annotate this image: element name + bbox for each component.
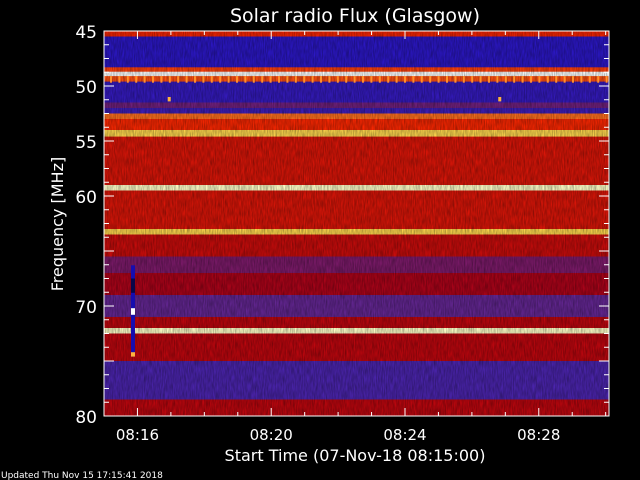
interference-tick bbox=[311, 76, 314, 83]
interference-tick bbox=[387, 76, 390, 83]
interference-tick bbox=[244, 76, 247, 83]
interference-tick bbox=[429, 76, 432, 83]
y-tick-label: 60 bbox=[75, 188, 97, 208]
interference-tick bbox=[143, 76, 146, 83]
interference-tick bbox=[362, 76, 364, 83]
interference-tick bbox=[588, 76, 591, 83]
interference-tick bbox=[135, 76, 138, 83]
interference-tick bbox=[496, 76, 499, 83]
interference-tick bbox=[454, 76, 457, 83]
chart-title: Solar radio Flux (Glasgow) bbox=[230, 5, 480, 27]
spot bbox=[498, 97, 502, 102]
interference-tick bbox=[378, 76, 381, 83]
interference-tick bbox=[488, 76, 490, 83]
interference-tick bbox=[168, 76, 171, 83]
interference-tick bbox=[118, 76, 121, 83]
interference-tick bbox=[160, 76, 163, 83]
interference-tick bbox=[269, 76, 272, 83]
interference-tick bbox=[328, 76, 331, 83]
x-tick-label: 08:16 bbox=[116, 426, 159, 444]
interference-tick bbox=[538, 76, 541, 83]
y-axis-label: Frequency [MHz] bbox=[48, 157, 67, 291]
y-tick-label: 70 bbox=[75, 298, 97, 318]
interference-tick bbox=[370, 76, 373, 83]
interference-tick bbox=[227, 76, 230, 83]
interference-tick bbox=[219, 76, 222, 83]
spot bbox=[167, 97, 171, 102]
interference-tick bbox=[202, 76, 205, 83]
interference-tick bbox=[294, 76, 297, 83]
interference-tick bbox=[185, 76, 188, 83]
interference-tick bbox=[278, 76, 280, 83]
interference-tick bbox=[412, 76, 415, 83]
interference-tick bbox=[395, 76, 398, 83]
interference-tick bbox=[605, 76, 608, 83]
interference-tick bbox=[437, 76, 440, 83]
interference-tick bbox=[530, 76, 532, 83]
interference-tick bbox=[471, 76, 474, 83]
interference-tick bbox=[580, 76, 583, 83]
interference-tick bbox=[597, 76, 600, 83]
interference-tick bbox=[236, 76, 238, 83]
x-tick-label: 08:24 bbox=[383, 426, 426, 444]
interference-tick bbox=[420, 76, 423, 83]
interference-tick bbox=[286, 76, 289, 83]
x-tick-label: 08:20 bbox=[250, 426, 293, 444]
interference-tick bbox=[572, 76, 574, 83]
interference-tick bbox=[513, 76, 516, 83]
interference-tick bbox=[110, 76, 112, 83]
interference-tick bbox=[462, 76, 465, 83]
interference-tick bbox=[479, 76, 482, 83]
burst-peak bbox=[130, 308, 135, 315]
interference-tick bbox=[303, 76, 306, 83]
noise-texture bbox=[104, 31, 609, 416]
burst-end bbox=[130, 352, 135, 357]
interference-tick bbox=[563, 76, 566, 83]
interference-tick bbox=[210, 76, 213, 83]
interference-tick bbox=[194, 76, 196, 83]
y-tick-label: 45 bbox=[75, 23, 97, 43]
updated-timestamp: Updated Thu Nov 15 17:15:41 2018 bbox=[1, 471, 163, 480]
interference-tick bbox=[546, 76, 549, 83]
interference-tick bbox=[126, 76, 129, 83]
interference-tick bbox=[521, 76, 524, 83]
burst-dark-segment bbox=[130, 278, 135, 293]
x-tick-label: 08:28 bbox=[517, 426, 560, 444]
y-tick-label: 55 bbox=[75, 133, 97, 153]
interference-tick bbox=[353, 76, 356, 83]
y-tick-label: 50 bbox=[75, 78, 97, 98]
interference-tick bbox=[404, 76, 406, 83]
interference-tick bbox=[345, 76, 348, 83]
interference-tick bbox=[555, 76, 558, 83]
interference-tick bbox=[177, 76, 180, 83]
interference-tick bbox=[152, 76, 154, 83]
y-tick-label: 80 bbox=[75, 408, 97, 428]
interference-tick bbox=[336, 76, 339, 83]
interference-tick bbox=[504, 76, 507, 83]
interference-tick bbox=[446, 76, 448, 83]
x-axis-label: Start Time (07-Nov-18 08:15:00) bbox=[225, 446, 486, 465]
interference-tick bbox=[261, 76, 264, 83]
interference-tick bbox=[252, 76, 255, 83]
interference-tick bbox=[320, 76, 322, 83]
